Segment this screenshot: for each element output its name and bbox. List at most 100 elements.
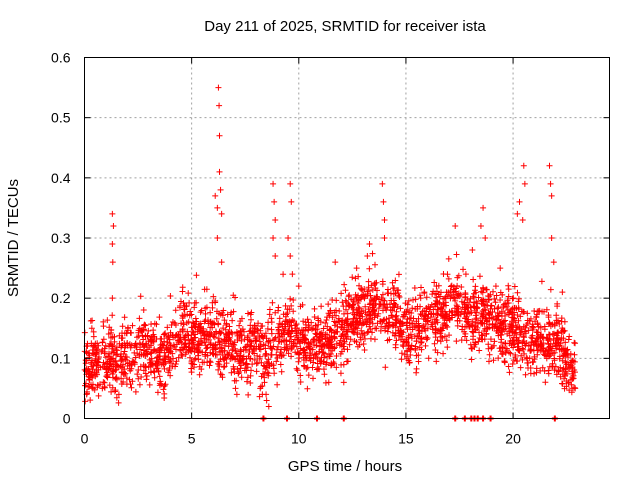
data-point bbox=[90, 333, 97, 340]
data-point bbox=[484, 318, 491, 325]
data-point bbox=[568, 389, 575, 396]
data-point bbox=[220, 338, 227, 345]
data-point bbox=[212, 351, 219, 358]
data-point bbox=[192, 323, 199, 330]
data-point bbox=[540, 345, 547, 352]
data-point bbox=[304, 364, 311, 371]
data-point bbox=[82, 382, 89, 389]
data-point bbox=[546, 319, 553, 326]
data-point bbox=[224, 351, 231, 358]
data-point bbox=[318, 303, 325, 310]
data-point bbox=[244, 364, 251, 371]
data-point bbox=[301, 337, 308, 344]
data-point bbox=[277, 349, 284, 356]
data-point bbox=[491, 305, 498, 312]
data-point bbox=[326, 327, 333, 334]
data-point bbox=[179, 284, 186, 291]
data-point bbox=[546, 320, 553, 327]
data-point bbox=[469, 318, 476, 325]
data-point bbox=[500, 304, 507, 311]
data-point bbox=[379, 291, 386, 298]
data-point bbox=[260, 362, 267, 369]
data-point bbox=[445, 275, 452, 282]
data-point bbox=[157, 378, 164, 385]
data-point bbox=[572, 340, 579, 347]
data-point bbox=[113, 346, 120, 353]
data-point bbox=[540, 340, 547, 347]
data-point bbox=[371, 281, 378, 288]
data-point bbox=[161, 331, 168, 338]
data-point bbox=[365, 312, 372, 319]
data-point bbox=[217, 186, 224, 193]
data-point bbox=[294, 367, 301, 374]
data-point bbox=[553, 312, 560, 319]
data-point bbox=[533, 314, 540, 321]
data-point bbox=[167, 293, 174, 300]
data-point bbox=[118, 375, 125, 382]
data-point bbox=[212, 297, 219, 304]
data-point bbox=[254, 326, 261, 333]
data-point bbox=[432, 297, 439, 304]
data-point bbox=[446, 291, 453, 298]
data-point bbox=[196, 371, 203, 378]
data-point bbox=[188, 358, 195, 365]
data-point bbox=[523, 354, 530, 361]
data-point bbox=[434, 337, 441, 344]
data-point bbox=[278, 368, 285, 375]
data-point bbox=[238, 337, 245, 344]
data-point bbox=[298, 326, 305, 333]
data-point bbox=[175, 337, 182, 344]
data-point bbox=[357, 285, 364, 292]
data-point bbox=[244, 310, 251, 317]
data-point bbox=[551, 349, 558, 356]
data-point bbox=[361, 293, 368, 300]
data-point bbox=[417, 311, 424, 318]
data-point bbox=[567, 350, 574, 357]
data-point bbox=[280, 271, 287, 278]
data-point bbox=[323, 316, 330, 323]
data-point bbox=[332, 259, 339, 266]
data-point bbox=[297, 345, 304, 352]
data-point bbox=[523, 321, 530, 328]
data-point bbox=[502, 312, 509, 319]
data-point bbox=[257, 327, 264, 334]
data-point bbox=[559, 357, 566, 364]
data-point bbox=[288, 333, 295, 340]
data-point bbox=[453, 302, 460, 309]
data-point bbox=[469, 247, 476, 254]
data-point bbox=[341, 319, 348, 326]
data-point bbox=[558, 315, 565, 322]
data-point bbox=[225, 343, 232, 350]
data-point bbox=[260, 334, 267, 341]
data-point bbox=[398, 356, 405, 363]
data-point bbox=[569, 374, 576, 381]
data-point bbox=[492, 299, 499, 306]
data-point bbox=[133, 344, 140, 351]
data-point bbox=[197, 323, 204, 330]
data-point bbox=[277, 361, 284, 368]
data-point bbox=[365, 278, 372, 285]
data-point bbox=[218, 371, 225, 378]
data-point bbox=[165, 332, 172, 339]
data-point bbox=[404, 301, 411, 308]
data-point bbox=[247, 311, 254, 318]
x-tick-label: 20 bbox=[505, 431, 521, 447]
data-point bbox=[547, 351, 554, 358]
data-point bbox=[483, 286, 490, 293]
data-point bbox=[270, 235, 277, 241]
data-point bbox=[364, 253, 371, 260]
data-point bbox=[454, 317, 461, 324]
data-point bbox=[162, 381, 169, 388]
data-point bbox=[295, 350, 302, 357]
data-point bbox=[511, 283, 518, 290]
data-point bbox=[240, 328, 247, 335]
data-point bbox=[551, 322, 558, 329]
data-point bbox=[444, 344, 451, 351]
data-point bbox=[435, 282, 442, 289]
data-point bbox=[93, 349, 100, 356]
data-point bbox=[191, 364, 198, 371]
data-point bbox=[251, 343, 258, 350]
data-point bbox=[354, 343, 361, 350]
x-axis-label: GPS time / hours bbox=[288, 458, 402, 475]
data-point bbox=[413, 337, 420, 344]
